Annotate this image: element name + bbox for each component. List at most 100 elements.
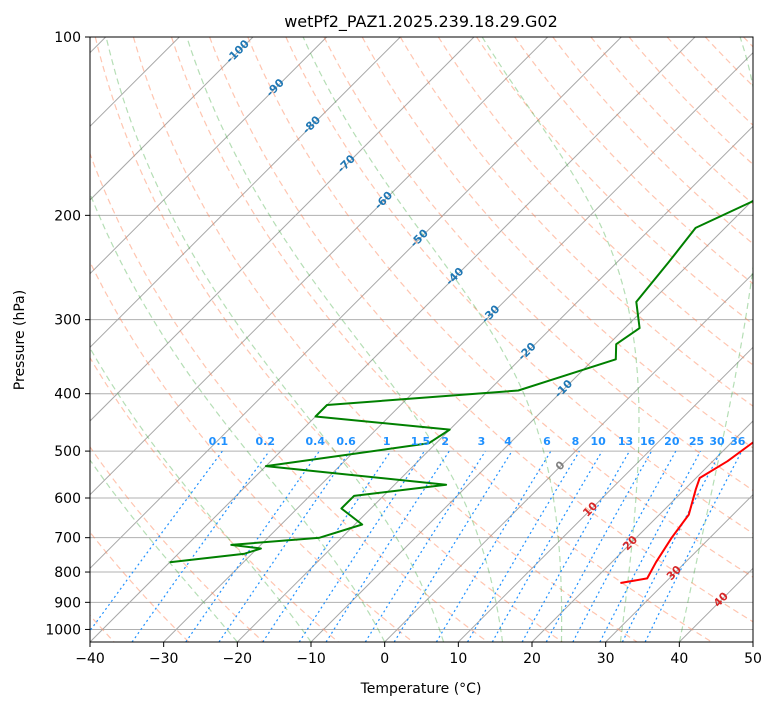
mixing-ratio-label: 0.2	[256, 435, 276, 448]
x-tick-label: −20	[223, 651, 253, 667]
dry-adiabat-line	[132, 37, 638, 642]
dry-adiabat-line	[743, 37, 753, 48]
x-tick-label: 30	[597, 651, 615, 667]
y-tick-label: 300	[54, 313, 81, 329]
mixing-ratio-line	[185, 450, 320, 642]
mixing-ratio-label: 1	[383, 435, 391, 448]
mixing-ratio-label: 20	[664, 435, 680, 448]
y-tick-label: 700	[54, 531, 81, 547]
mixing-ratio-label: 36	[730, 435, 746, 448]
mixing-ratio-line	[572, 450, 677, 642]
y-tick-label: 600	[54, 491, 81, 507]
x-tick-label: −10	[296, 651, 326, 667]
isotherm-line	[90, 37, 696, 642]
y-axis: 100 200 300 400 500 600 700 800 900 1000	[45, 30, 90, 638]
isotherm-line	[90, 37, 549, 496]
mixing-ratio-label: 10	[590, 435, 606, 448]
isotherm-line	[90, 37, 401, 349]
dry-adiabat-line	[285, 37, 753, 535]
chart-title: wetPf2_PAZ1.2025.239.18.29.G02	[284, 12, 558, 32]
y-axis-label: Pressure (hPa)	[12, 290, 28, 390]
dry-adiabat-line	[704, 37, 753, 87]
mixing-ratio-label: 6	[543, 435, 551, 448]
dry-adiabat-line	[90, 356, 339, 642]
plot-frame	[89, 36, 754, 643]
isotherm-label: -90	[263, 76, 286, 99]
grid-lines	[90, 37, 753, 642]
dry-adiabat-line	[90, 445, 264, 642]
background-lines	[90, 37, 753, 642]
mixing-ratio-line	[621, 450, 722, 642]
isotherm-line	[457, 346, 753, 642]
y-tick-label: 500	[54, 444, 81, 460]
x-tick-label: 10	[449, 651, 467, 667]
mixing-ratio-label: 2	[441, 435, 449, 448]
mixing-ratio-label: 30	[709, 435, 725, 448]
isotherm-label: 20	[620, 533, 640, 553]
isotherm-label: -70	[335, 152, 358, 175]
moist-adiabat-line	[302, 37, 563, 642]
mixing-ratio-line	[599, 450, 702, 642]
mixing-ratio-label: 0.1	[209, 435, 229, 448]
isotherm-line	[678, 567, 753, 642]
x-tick-label: 0	[380, 651, 389, 667]
isotherm-line	[90, 37, 475, 422]
dry-adiabat-line	[94, 37, 563, 642]
isotherm-line	[90, 37, 254, 201]
y-tick-label: 200	[54, 208, 81, 224]
isotherm-label: -80	[300, 113, 323, 136]
isotherm-line	[531, 420, 753, 642]
mixing-ratio-label: 4	[504, 435, 512, 448]
x-axis-label: Temperature (°C)	[360, 681, 482, 697]
mixing-ratio-label: 25	[689, 435, 704, 448]
x-tick-label: 20	[523, 651, 541, 667]
dry-adiabat-line	[323, 37, 753, 492]
moist-adiabat-line	[90, 191, 386, 642]
y-tick-label: 1000	[45, 622, 81, 638]
isotherm-label: -100	[223, 37, 252, 66]
mixing-ratio-line	[491, 450, 603, 642]
moist-adiabat-line	[186, 37, 504, 642]
mixing-ratio-line	[364, 450, 486, 642]
isotherm-line	[605, 493, 753, 642]
dry-adiabat-line	[514, 37, 753, 285]
isotherm-line	[752, 641, 753, 642]
mixing-ratio-line	[545, 450, 653, 642]
mixing-ratio-line	[393, 450, 513, 642]
x-axis: −40 −30 −20 −10 0 10 20 30 40 50	[75, 642, 762, 667]
mixing-ratio-label: 13	[618, 435, 633, 448]
y-tick-label: 400	[54, 387, 81, 403]
mixing-ratio-label: 0.6	[336, 435, 356, 448]
dry-adiabat-line	[247, 37, 753, 578]
x-tick-label: 50	[744, 651, 762, 667]
series-group	[169, 199, 753, 584]
isotherm-line	[310, 199, 753, 642]
isotherm-line	[90, 37, 328, 275]
mixing-ratio-label: 8	[572, 435, 580, 448]
isotherm-label: -50	[408, 226, 431, 249]
mixing-ratio-label: 0.4	[306, 435, 326, 448]
y-tick-label: 900	[54, 595, 81, 611]
dry-adiabat-line	[90, 152, 488, 642]
dry-adiabat-line	[90, 531, 190, 642]
mixing-ratio-line	[466, 450, 580, 642]
mixing-ratio-line	[435, 450, 552, 642]
x-tick-label: −30	[149, 651, 179, 667]
dry-adiabat-line	[666, 37, 753, 126]
moist-adiabat-line	[90, 346, 312, 642]
mixing-ratio-label: 16	[640, 435, 656, 448]
moist-adiabat-line	[105, 37, 445, 642]
mixing-ratio-line	[131, 450, 270, 642]
mixing-ratio-line	[325, 450, 450, 642]
moist-adiabat-line	[90, 458, 238, 642]
isotherm-line	[236, 125, 753, 642]
dry-adiabat-line	[476, 37, 753, 325]
mixing-ratio-label: 3	[478, 435, 486, 448]
isotherm-line	[384, 272, 753, 642]
dry-adiabat-line	[209, 37, 753, 623]
x-tick-label: −40	[75, 651, 105, 667]
mixing-ratio-line	[521, 450, 631, 642]
isotherm-line	[163, 51, 753, 642]
dry-adiabat-line	[437, 37, 753, 366]
moist-adiabat-line	[481, 37, 640, 642]
